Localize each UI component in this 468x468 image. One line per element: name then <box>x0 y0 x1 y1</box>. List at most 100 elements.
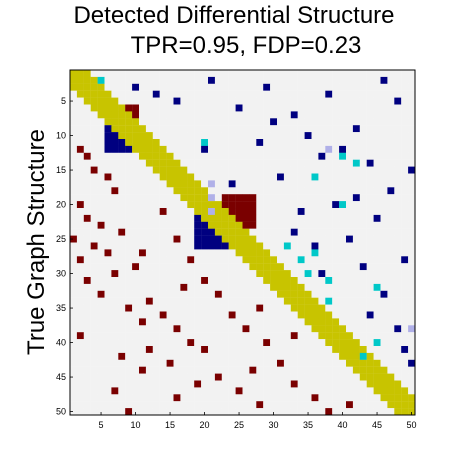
heatmap-cell <box>352 373 360 381</box>
heatmap-cell <box>394 318 402 326</box>
heatmap-cell <box>235 173 243 181</box>
heatmap-cell <box>221 159 229 167</box>
heatmap-cell <box>180 283 188 291</box>
heatmap-cell <box>325 166 333 174</box>
heatmap-cell <box>104 159 112 167</box>
heatmap-cell <box>380 318 388 326</box>
heatmap-cell <box>235 283 243 291</box>
heatmap-cell <box>387 104 395 112</box>
heatmap-cell <box>111 346 119 354</box>
heatmap-cell <box>104 352 112 360</box>
heatmap-cell <box>214 318 222 326</box>
heatmap-cell <box>201 139 209 147</box>
heatmap-cell <box>325 339 333 347</box>
heatmap-cell <box>352 90 360 98</box>
heatmap-cell <box>70 380 78 388</box>
y-tick-label: 15 <box>56 165 66 175</box>
heatmap-cell <box>311 159 319 167</box>
heatmap-cell <box>394 125 402 133</box>
heatmap-cell <box>401 270 409 278</box>
heatmap-cell <box>166 346 174 354</box>
heatmap-cell <box>325 221 333 229</box>
heatmap-cell <box>145 387 153 395</box>
heatmap-cell <box>332 311 340 319</box>
heatmap-cell <box>387 408 395 416</box>
heatmap-cell <box>263 277 271 285</box>
heatmap-cell <box>387 373 395 381</box>
heatmap-cell <box>221 401 229 409</box>
heatmap-cell <box>83 277 91 285</box>
heatmap-cell <box>387 366 395 374</box>
heatmap-cell <box>290 283 298 291</box>
heatmap-cell <box>352 263 360 271</box>
heatmap-cell <box>380 214 388 222</box>
heatmap-cell <box>290 90 298 98</box>
heatmap-cell <box>311 346 319 354</box>
heatmap-cell <box>145 90 153 98</box>
heatmap-cell <box>311 145 319 153</box>
heatmap-cell <box>352 208 360 216</box>
heatmap-cell <box>180 311 188 319</box>
heatmap-cell <box>118 346 126 354</box>
heatmap-cell <box>125 366 133 374</box>
heatmap-cell <box>152 194 160 202</box>
heatmap-cell <box>83 208 91 216</box>
heatmap-cell <box>318 339 326 347</box>
heatmap-cell <box>173 297 181 305</box>
heatmap-cell <box>325 297 333 305</box>
heatmap-cell <box>242 263 250 271</box>
heatmap-cell <box>401 263 409 271</box>
heatmap-cell <box>118 242 126 250</box>
heatmap-cell <box>173 380 181 388</box>
heatmap-cell <box>187 352 195 360</box>
heatmap-cell <box>401 380 409 388</box>
heatmap-cell <box>242 304 250 312</box>
heatmap-cell <box>394 83 402 91</box>
heatmap-cell <box>97 408 105 416</box>
heatmap-cell <box>297 249 305 257</box>
heatmap-cell <box>256 408 264 416</box>
heatmap-cell <box>132 159 140 167</box>
heatmap-cell <box>97 263 105 271</box>
heatmap-cell <box>118 104 126 112</box>
heatmap-cell <box>263 228 271 236</box>
heatmap-cell <box>132 394 140 402</box>
heatmap-cell <box>256 263 264 271</box>
heatmap-cell <box>132 76 140 84</box>
heatmap-cell <box>111 277 119 285</box>
heatmap-cell <box>401 194 409 202</box>
heatmap-cell <box>145 297 153 305</box>
heatmap-cell <box>297 111 305 119</box>
heatmap-cell <box>304 194 312 202</box>
heatmap-cell <box>235 180 243 188</box>
heatmap-cell <box>111 214 119 222</box>
heatmap-cell <box>139 187 147 195</box>
heatmap-cell <box>180 256 188 264</box>
heatmap-cell <box>283 166 291 174</box>
heatmap-cell <box>408 290 416 298</box>
heatmap-cell <box>90 297 98 305</box>
heatmap-cell <box>249 83 257 91</box>
heatmap-cell <box>228 401 236 409</box>
heatmap-cell <box>214 263 222 271</box>
heatmap-cell <box>214 97 222 105</box>
heatmap-cell <box>70 408 78 416</box>
heatmap-cell <box>277 228 285 236</box>
heatmap-cell <box>221 408 229 416</box>
heatmap-cell <box>332 214 340 222</box>
heatmap-cell <box>332 125 340 133</box>
heatmap-cell <box>228 304 236 312</box>
heatmap-cell <box>152 152 160 160</box>
heatmap-cell <box>401 359 409 367</box>
heatmap-cell <box>139 194 147 202</box>
heatmap-cell <box>256 152 264 160</box>
heatmap-cell <box>242 325 250 333</box>
heatmap-cell <box>145 249 153 257</box>
heatmap-cell <box>159 242 167 250</box>
heatmap-cell <box>408 139 416 147</box>
heatmap-cell <box>76 270 84 278</box>
heatmap-cell <box>297 132 305 140</box>
heatmap-cell <box>366 90 374 98</box>
heatmap-cell <box>318 332 326 340</box>
heatmap-cell <box>256 242 264 250</box>
